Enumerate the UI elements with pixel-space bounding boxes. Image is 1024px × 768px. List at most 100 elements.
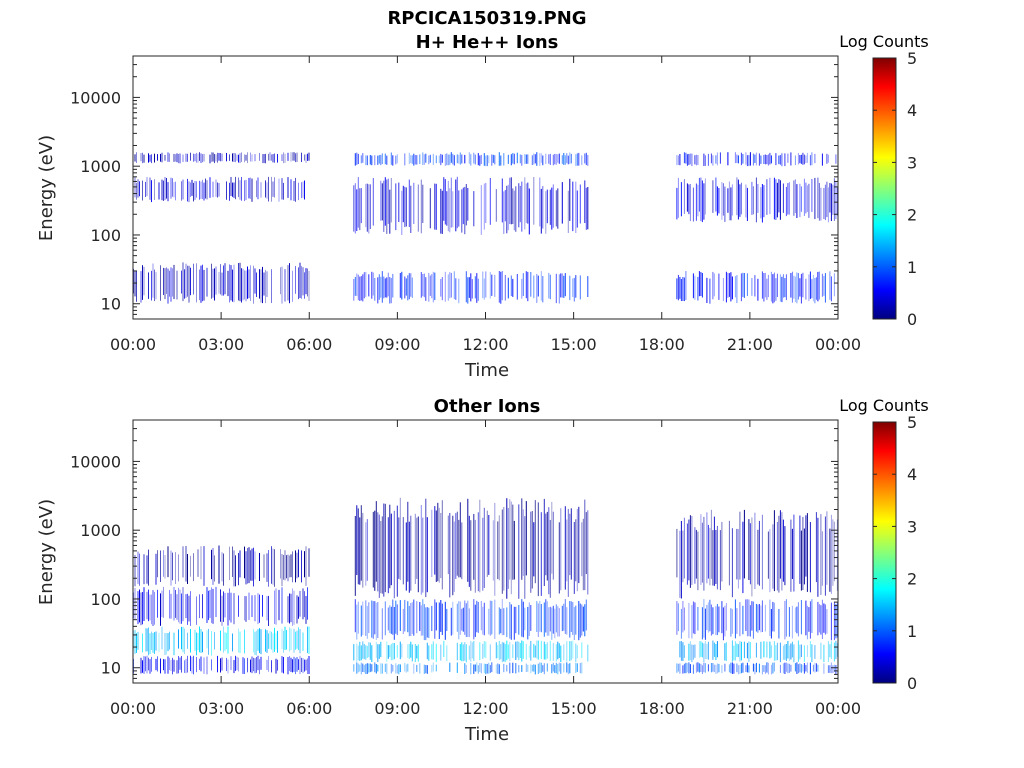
spectrogram-streak	[781, 153, 783, 167]
spectrogram-streak	[471, 279, 473, 299]
spectrogram-streak	[196, 181, 197, 198]
spectrogram-streak	[576, 153, 578, 166]
spectrogram-streak	[581, 155, 583, 165]
spectrogram-streak	[227, 626, 229, 654]
spectrogram-band	[676, 509, 838, 599]
spectrogram-streak	[793, 514, 795, 592]
spectrogram-streak	[745, 152, 747, 165]
spectrogram-streak	[164, 177, 166, 201]
spectrogram-streak	[576, 190, 578, 228]
spectrogram-streak	[749, 152, 751, 166]
spectrogram-streak	[287, 657, 289, 675]
spectrogram-streak	[507, 277, 509, 299]
spectrogram-streak	[169, 153, 170, 162]
spectrogram-streak	[739, 641, 741, 662]
spectrogram-streak	[363, 643, 365, 660]
spectrogram-streak	[281, 628, 283, 650]
spectrogram-streak	[142, 180, 143, 201]
spectrogram-streak	[176, 153, 178, 163]
spectrogram-streak	[691, 516, 693, 585]
spectrogram-streak	[803, 178, 805, 216]
spectrogram-streak	[175, 181, 176, 201]
spectrogram-streak	[779, 274, 781, 302]
spectrogram-streak	[229, 588, 230, 621]
spectrogram-streak	[483, 507, 485, 588]
spectrogram-streak	[410, 273, 412, 297]
spectrogram-streak	[479, 642, 481, 661]
spectrogram-streak	[782, 274, 784, 298]
spectrogram-streak	[491, 154, 493, 166]
spectrogram-streak	[307, 658, 308, 674]
spectrogram-streak	[754, 664, 756, 675]
spectrogram-streak	[480, 601, 482, 631]
spectrogram-streak	[805, 664, 807, 672]
spectrogram-streak	[507, 508, 509, 589]
spectrogram-streak	[543, 663, 545, 675]
spectrogram-streak	[173, 659, 175, 672]
spectrogram-streak	[564, 273, 566, 297]
spectrogram-streak	[784, 644, 786, 660]
spectrogram-streak	[259, 628, 260, 654]
spectrogram-streak	[250, 177, 251, 199]
spectrogram-streak	[540, 271, 542, 301]
spectrogram-streak	[449, 513, 451, 598]
spectrogram-streak	[212, 268, 214, 298]
spectrogram-streak	[250, 550, 251, 581]
spectrogram-streak	[835, 181, 837, 220]
spectrogram-streak	[295, 631, 296, 650]
spectrogram-streak	[259, 594, 260, 623]
spectrogram-streak	[377, 155, 379, 165]
spectrogram-streak	[203, 269, 205, 301]
spectrogram-streak	[715, 155, 717, 164]
spectrogram-streak	[573, 277, 575, 302]
spectrogram-streak	[731, 528, 733, 598]
spectrogram-streak	[456, 642, 458, 661]
spectrogram-streak	[250, 659, 251, 673]
spectrogram-streak	[498, 271, 500, 303]
spectrogram-streak	[208, 590, 209, 621]
spectrogram-streak	[268, 656, 269, 672]
spectrogram-streak	[686, 663, 688, 673]
spectrogram-streak	[158, 182, 160, 200]
spectrogram-streak	[396, 604, 398, 636]
spectrogram-streak	[776, 642, 778, 661]
spectrogram-streak	[202, 179, 203, 199]
spectrogram-streak	[428, 645, 430, 661]
spectrogram-streak	[173, 587, 175, 621]
spectrogram-streak	[359, 664, 361, 672]
spectrogram-streak	[752, 601, 754, 639]
spectrogram-streak	[199, 594, 200, 619]
spectrogram-streak	[191, 656, 193, 674]
spectrogram-streak	[241, 152, 242, 162]
spectrogram-streak	[515, 186, 517, 232]
spectrogram-streak	[354, 153, 356, 166]
spectrogram-streak	[542, 276, 544, 303]
spectrogram-streak	[727, 272, 729, 298]
spectrogram-streak	[689, 515, 691, 588]
spectrogram-streak	[785, 186, 787, 217]
spectrogram-streak	[268, 550, 269, 587]
spectrogram-streak	[386, 641, 388, 662]
spectrogram-streak	[746, 599, 748, 637]
spectrogram-streak	[763, 154, 765, 164]
spectrogram-streak	[785, 662, 787, 672]
spectrogram-streak	[181, 270, 182, 294]
spectrogram-streak	[155, 272, 157, 300]
spectrogram-streak	[405, 664, 407, 673]
spectrogram-streak	[363, 665, 365, 673]
spectrogram-streak	[692, 273, 694, 299]
spectrogram-streak	[754, 275, 756, 297]
spectrogram-streak	[552, 154, 554, 166]
spectrogram-streak	[528, 645, 530, 658]
spectrogram-streak	[679, 154, 681, 166]
spectrogram-streak	[477, 153, 479, 166]
spectrogram-streak	[826, 511, 828, 585]
spectrogram-band	[134, 152, 310, 164]
spectrogram-streak	[387, 272, 389, 297]
spectrogram-streak	[512, 504, 514, 580]
spectrogram-streak	[676, 187, 678, 220]
spectrogram-streak	[175, 590, 176, 618]
spectrogram-streak	[290, 554, 292, 578]
x-tick-label: 18:00	[639, 699, 685, 718]
